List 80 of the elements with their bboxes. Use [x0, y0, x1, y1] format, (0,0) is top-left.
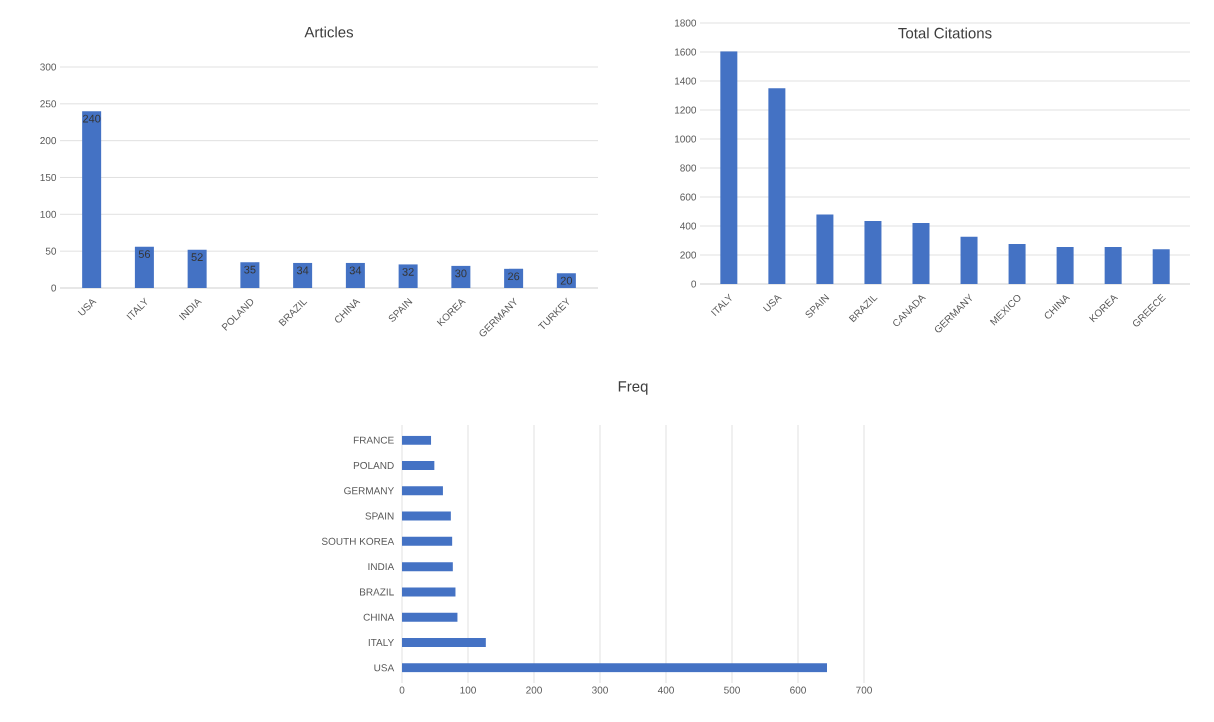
y-tick-label: 200 [40, 137, 57, 145]
y-tick-label: 1400 [675, 77, 697, 85]
x-tick-label: USA [762, 295, 782, 312]
x-tick-label: 200 [526, 686, 542, 694]
y-tick-label: POLAND [353, 461, 394, 469]
x-tick-label: 300 [592, 686, 608, 694]
y-tick-label: USA [374, 664, 395, 672]
y-tick-label: 1600 [675, 48, 697, 56]
bar [82, 111, 102, 288]
y-tick-label: ITALY [368, 639, 394, 646]
bar [402, 663, 828, 673]
y-tick-label: CHINA [363, 613, 395, 621]
data-label: 34 [296, 266, 309, 275]
bar [402, 536, 453, 546]
y-tick-label: 0 [691, 280, 697, 288]
bar [1104, 247, 1122, 284]
bar [398, 264, 418, 288]
bar [1152, 249, 1170, 284]
bar [556, 273, 576, 288]
bar [240, 262, 260, 288]
chart-title: Total Citations [898, 27, 992, 39]
bar [402, 435, 432, 445]
y-tick-label: 400 [680, 222, 697, 230]
bar [402, 460, 435, 470]
bar [187, 249, 207, 288]
bar [345, 262, 365, 288]
bar [864, 220, 882, 284]
x-tick-label: 0 [399, 686, 405, 694]
y-tick-label: 1800 [675, 19, 697, 27]
bar [402, 486, 443, 496]
bar [816, 214, 834, 284]
y-tick-label: INDIA [368, 563, 395, 571]
x-tick-label: 500 [724, 686, 740, 694]
bar [1008, 244, 1026, 284]
y-tick-label: GERMANY [344, 487, 394, 495]
bar [402, 612, 458, 622]
data-label: 240 [83, 114, 101, 123]
y-tick-label: 100 [40, 210, 57, 218]
bar [402, 587, 456, 597]
bar [960, 236, 978, 284]
data-label: 20 [560, 276, 573, 285]
bar [134, 246, 154, 288]
y-tick-label: 50 [45, 247, 57, 255]
x-tick-label: 700 [856, 686, 872, 694]
bar [451, 265, 471, 288]
y-tick-label: 1200 [675, 106, 697, 114]
data-label: 34 [349, 266, 362, 275]
bar [402, 562, 453, 572]
y-tick-label: SOUTH KOREA [321, 537, 395, 545]
y-tick-label: 0 [51, 284, 57, 292]
bar [402, 638, 486, 648]
bar [720, 51, 738, 284]
y-tick-label: BRAZIL [360, 588, 394, 596]
x-tick-label: 100 [460, 686, 476, 694]
bar [912, 223, 930, 284]
y-tick-label: FRANCE [353, 436, 394, 444]
bar [768, 88, 786, 284]
chart-title: Articles [304, 26, 354, 38]
y-tick-label: 1000 [675, 135, 697, 143]
y-tick-label: 600 [680, 193, 697, 201]
y-tick-label: 150 [40, 173, 57, 182]
y-tick-label: 800 [680, 164, 697, 172]
x-tick-label: 400 [657, 686, 674, 694]
data-label: 30 [455, 269, 467, 278]
bar [504, 268, 524, 288]
y-tick-label: 300 [40, 63, 57, 71]
bar [293, 262, 313, 288]
data-label: 35 [244, 265, 256, 274]
y-tick-label: 250 [40, 100, 57, 108]
data-label: 52 [191, 253, 203, 262]
data-label: 32 [402, 267, 414, 276]
chart-title: Freq [618, 381, 648, 395]
y-tick-label: SPAIN [365, 512, 394, 520]
y-tick-label: 200 [680, 251, 697, 259]
x-tick-label: USA [77, 299, 97, 316]
data-label: 56 [138, 250, 151, 259]
bar [402, 511, 451, 521]
x-tick-label: 600 [790, 686, 806, 694]
data-label: 26 [508, 272, 520, 281]
bar [1056, 247, 1074, 284]
